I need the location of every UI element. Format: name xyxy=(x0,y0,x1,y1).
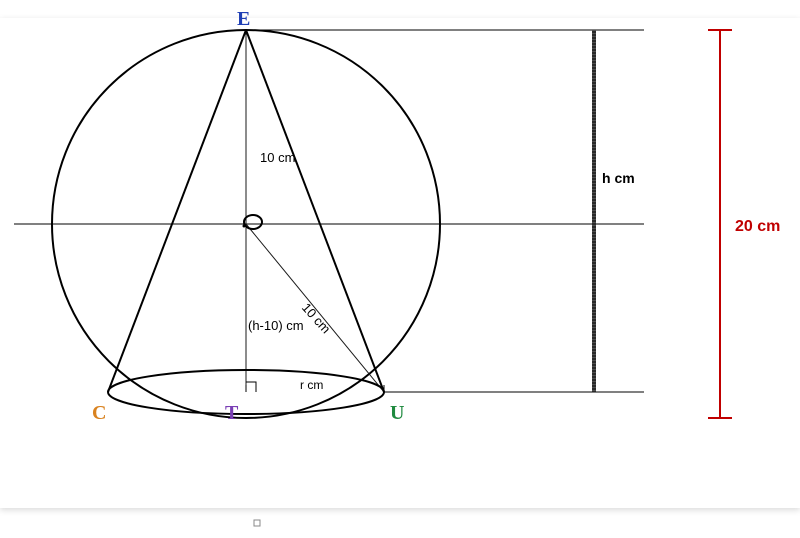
right-angle-mark xyxy=(246,382,256,392)
h-label: h cm xyxy=(602,170,635,186)
vertex-T-label: T xyxy=(225,402,238,425)
side-EC xyxy=(108,30,246,392)
center-dot xyxy=(243,225,246,228)
dim-20cm xyxy=(708,30,732,418)
twenty-label: 20 cm xyxy=(735,218,780,236)
vertex-U-label: U xyxy=(390,402,404,425)
h-minus-10-label: (h-10) cm xyxy=(248,318,304,333)
side-EU xyxy=(246,30,384,392)
center-mark xyxy=(244,215,262,229)
diagram-canvas: E C T U 10 cm 10 cm (h-10) cm r cm h cm … xyxy=(0,0,800,538)
vertex-E-label: E xyxy=(237,8,250,31)
r-label: r cm xyxy=(300,378,323,392)
vertex-C-label: C xyxy=(92,402,106,425)
geometry-svg xyxy=(0,0,800,538)
ten-upper-label: 10 cm xyxy=(260,150,295,165)
resize-handle-icon xyxy=(254,520,260,526)
